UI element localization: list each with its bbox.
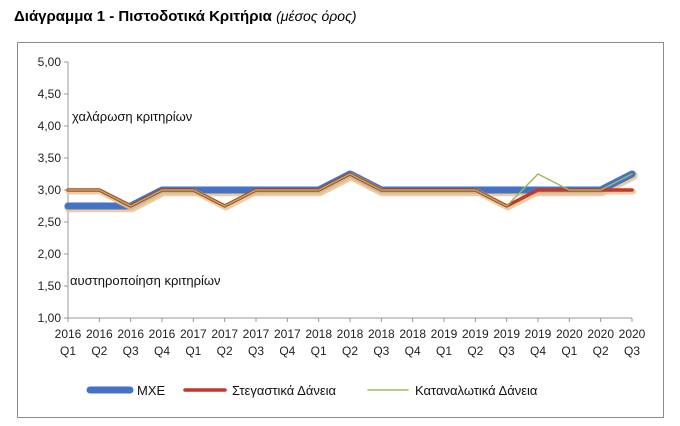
x-tick-quarter: Q4	[279, 344, 295, 358]
x-tick-quarter: Q2	[593, 344, 609, 358]
y-tick-label: 1,00	[38, 311, 62, 325]
x-tick-quarter: Q2	[217, 344, 233, 358]
x-tick-quarter: Q2	[91, 344, 107, 358]
y-axis: 5,00 4,50 4,00 3,50 3,00 2,50 2,00 1,50 1,00	[38, 55, 69, 325]
x-tick-quarter: Q3	[248, 344, 264, 358]
x-tick-year: 2017	[243, 327, 270, 341]
x-tick-year: 2018	[337, 327, 364, 341]
x-tick-quarter: Q3	[373, 344, 389, 358]
x-tick-quarter: Q2	[467, 344, 483, 358]
chart-subtitle: (μέσος όρος)	[276, 8, 357, 24]
x-tick-year: 2017	[274, 327, 301, 341]
x-tick-quarter: Q3	[499, 344, 515, 358]
annotation-loosening: χαλάρωση κριτηρίων	[72, 109, 192, 124]
x-tick-year: 2019	[462, 327, 489, 341]
y-tick-label: 2,50	[38, 215, 62, 229]
series-layer	[64, 170, 638, 213]
chart-title: Διάγραμμα 1 - Πιστοδοτικά Κριτήρια	[14, 8, 272, 25]
x-tick-year: 2016	[149, 327, 176, 341]
y-tick-label: 2,00	[38, 247, 62, 261]
x-tick-year: 2016	[55, 327, 82, 341]
y-tick-label: 5,00	[38, 55, 62, 69]
x-tick-quarter: Q4	[405, 344, 421, 358]
x-tick-year: 2020	[619, 327, 646, 341]
x-tick-year: 2016	[86, 327, 113, 341]
x-tick-quarter: Q4	[530, 344, 546, 358]
x-tick-quarter: Q1	[561, 344, 577, 358]
x-tick-year: 2020	[587, 327, 614, 341]
series-line-2	[67, 173, 633, 207]
x-tick-quarter: Q1	[185, 344, 201, 358]
x-tick-quarter: Q1	[60, 344, 76, 358]
x-tick-year: 2016	[117, 327, 144, 341]
x-tick-year: 2018	[305, 327, 332, 341]
x-tick-year: 2018	[368, 327, 395, 341]
legend-label-0: ΜΧΕ	[137, 383, 166, 398]
x-tick-year: 2020	[556, 327, 583, 341]
x-tick-year: 2018	[399, 327, 426, 341]
y-tick-label: 1,50	[38, 279, 62, 293]
x-tick-year: 2019	[493, 327, 520, 341]
x-tick-quarter: Q3	[624, 344, 640, 358]
x-axis: 2016 Q1 2016 Q2 2016 Q3 2016 Q4 2017 Q1 2017 Q2 2017…	[55, 317, 646, 358]
x-tick-year: 2019	[431, 327, 458, 341]
y-tick-label: 4,00	[38, 119, 62, 133]
y-tick-label: 3,00	[38, 183, 62, 197]
x-tick-year: 2017	[211, 327, 238, 341]
y-tick-label: 3,50	[38, 151, 62, 165]
legend-label-2: Καταναλωτικά Δάνεια	[415, 383, 538, 398]
x-tick-quarter: Q1	[436, 344, 452, 358]
annotation-tightening: αυστηροποίηση κριτηρίων	[70, 273, 221, 288]
x-tick-quarter: Q4	[154, 344, 170, 358]
y-tick-label: 4,50	[38, 87, 62, 101]
x-tick-quarter: Q2	[342, 344, 358, 358]
chart-frame	[17, 42, 664, 418]
x-tick-year: 2017	[180, 327, 207, 341]
legend-label-1: Στεγαστικά Δάνεια	[232, 383, 337, 398]
x-tick-quarter: Q3	[123, 344, 139, 358]
legend: ΜΧΕ Στεγαστικά Δάνεια Καταναλωτικά Δάνεια	[86, 383, 538, 398]
x-tick-year: 2019	[525, 327, 552, 341]
chart-title-block: Διάγραμμα 1 - Πιστοδοτικά Κριτήρια (μέσο…	[14, 8, 357, 25]
x-tick-quarter: Q1	[311, 344, 327, 358]
